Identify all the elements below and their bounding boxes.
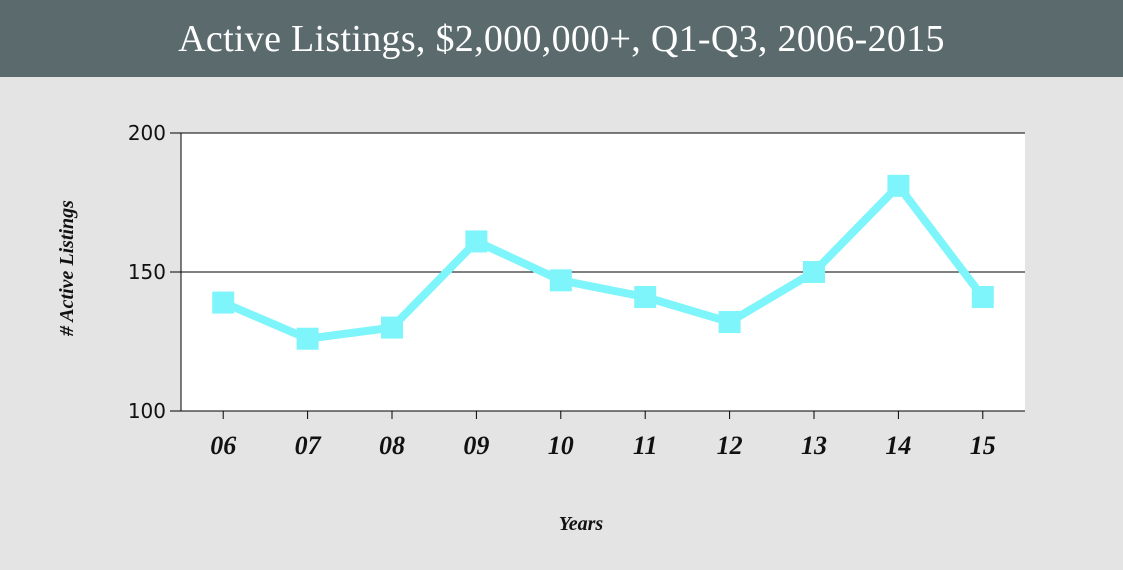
- chart-title: Active Listings, $2,000,000+, Q1-Q3, 200…: [178, 17, 945, 60]
- x-axis-label: Years: [559, 513, 604, 535]
- data-point-14: [887, 174, 910, 197]
- x-tick-label-1: 07: [295, 431, 322, 460]
- y-tick-labels: 100 150 200: [128, 121, 166, 423]
- x-tick-labels: 06 07 08 09 10 11 12 13 14 15: [210, 431, 996, 460]
- data-point-07: [296, 327, 319, 350]
- data-point-13: [803, 261, 825, 283]
- x-tick-label-3: 09: [463, 431, 489, 460]
- x-tick-label-7: 13: [801, 431, 827, 460]
- y-tick-label-2: 200: [128, 121, 166, 145]
- series: [212, 174, 994, 350]
- y-axis-label: # Active Listings: [56, 200, 78, 337]
- series-line-0: [221, 181, 986, 343]
- y-tick-label-1: 150: [128, 260, 166, 284]
- data-point-06: [212, 291, 235, 314]
- x-tick-label-6: 12: [717, 431, 743, 460]
- data-point-12: [718, 311, 741, 334]
- x-tick-label-8: 14: [885, 431, 911, 460]
- x-tick-label-4: 10: [548, 431, 574, 460]
- data-point-09: [465, 230, 488, 253]
- x-tick-label-5: 11: [633, 431, 658, 460]
- y-tick-label-0: 100: [128, 399, 166, 423]
- x-tick-label-2: 08: [379, 431, 405, 460]
- data-point-11: [634, 286, 657, 309]
- chart: 100 150 200 06 07 08 09 10 11 12 13 14 15 # Active …: [56, 121, 1025, 535]
- axes: [180, 133, 1025, 419]
- x-tick-label-0: 06: [210, 431, 236, 460]
- data-point-15: [971, 286, 994, 309]
- x-tick-label-9: 15: [970, 431, 996, 460]
- data-point-10: [549, 269, 572, 292]
- data-point-08: [381, 316, 403, 339]
- title-bar: Active Listings, $2,000,000+, Q1-Q3, 200…: [0, 0, 1123, 77]
